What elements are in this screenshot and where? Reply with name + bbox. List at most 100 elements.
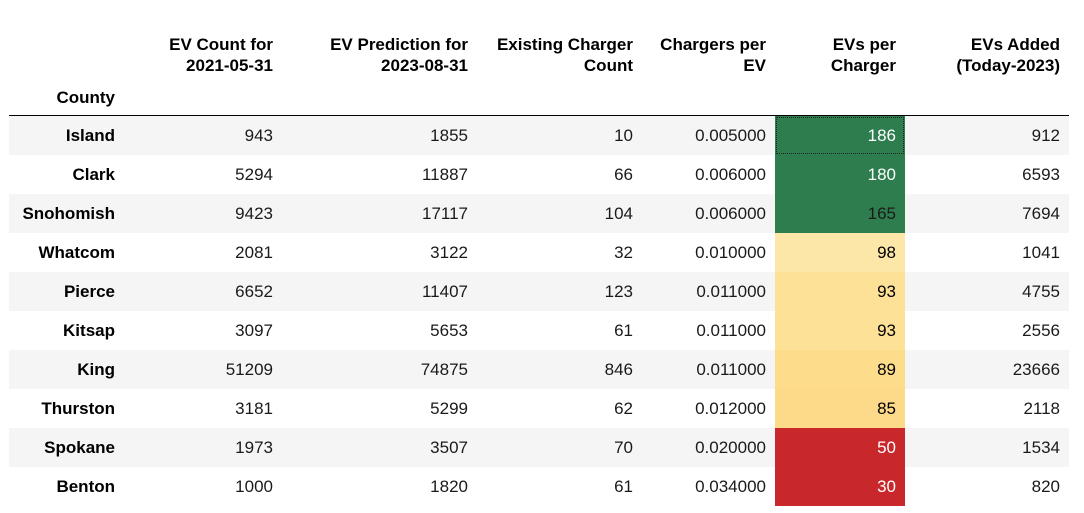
ev-prediction-cell: 5653 <box>430 320 468 340</box>
evs-per-charger-cell: 85 <box>775 389 905 428</box>
evs-added-cell: 4755 <box>905 272 1069 311</box>
table-row: Clark 5294 11887 66 0.006000 180 6593 <box>9 155 1069 194</box>
charger-count-cell: 61 <box>614 320 633 340</box>
header-line: EV Prediction for <box>330 35 468 54</box>
evs-added-cell: 820 <box>1031 476 1060 496</box>
county-index-cell: Kitsap <box>63 320 115 340</box>
header-line: 2023-08-31 <box>381 56 468 75</box>
ev-prediction-cell: 3122 <box>430 242 468 262</box>
column-header-ev-prediction: EV Prediction for 2023-08-31 <box>282 14 477 81</box>
header-line: Existing Charger <box>496 35 633 54</box>
column-header-evs-added: EVs Added (Today-2023) <box>905 14 1069 81</box>
chargers-per-ev-cell: 0.034000 <box>695 476 766 496</box>
evs-per-charger-cell: 186 <box>775 115 905 155</box>
evs-per-charger-cell: 50 <box>775 428 905 467</box>
column-header-chargers-per-ev: Chargers per EV <box>642 14 775 81</box>
ev-count-cell: 51209 <box>124 350 282 389</box>
county-index-cell: Pierce <box>9 272 124 311</box>
charger-count-cell: 32 <box>614 242 633 262</box>
header-line: EVs per <box>832 35 896 54</box>
evs-per-charger-cell: 180 <box>775 155 905 194</box>
chargers-per-ev-cell: 0.005000 <box>642 115 775 155</box>
header-line: EVs Added <box>970 35 1060 54</box>
table-row: Whatcom 2081 3122 32 0.010000 98 1041 <box>9 233 1069 272</box>
charger-count-cell: 846 <box>477 350 642 389</box>
index-name-row: County <box>9 81 1069 116</box>
column-header-ev-count: EV Count for 2021-05-31 <box>124 14 282 81</box>
blank-header-cell <box>282 81 477 116</box>
table-body: Island 943 1855 10 0.005000 186 912 Clark 5294 11… <box>9 115 1069 506</box>
county-index-cell: Spokane <box>9 428 124 467</box>
charger-count-cell: 10 <box>477 115 642 155</box>
evs-per-charger-cell: 93 <box>775 272 905 311</box>
ev-prediction-cell: 1855 <box>282 115 477 155</box>
header-line: Chargers per <box>660 35 766 54</box>
evs-added-cell: 2556 <box>1022 320 1060 340</box>
chargers-per-ev-cell: 0.020000 <box>642 428 775 467</box>
county-index-cell: Island <box>9 115 124 155</box>
county-index-cell: Snohomish <box>9 194 124 233</box>
evs-added-cell: 7694 <box>905 194 1069 233</box>
blank-header-cell <box>905 81 1069 116</box>
blank-header-cell <box>9 14 124 81</box>
ev-count-cell: 1000 <box>235 476 273 496</box>
evs-added-cell: 6593 <box>1022 164 1060 184</box>
ev-prediction-cell: 11407 <box>282 272 477 311</box>
chargers-per-ev-cell: 0.012000 <box>695 398 766 418</box>
table-header: EV Count for 2021-05-31 EV Prediction for… <box>9 14 1069 116</box>
evs-per-charger-cell: 165 <box>775 194 905 233</box>
ev-count-cell: 943 <box>124 115 282 155</box>
evs-per-charger-cell: 30 <box>775 467 905 506</box>
header-line: (Today-2023) <box>956 56 1060 75</box>
chargers-per-ev-cell: 0.006000 <box>695 164 766 184</box>
chargers-per-ev-cell: 0.010000 <box>695 242 766 262</box>
column-header-row: EV Count for 2021-05-31 EV Prediction for… <box>9 14 1069 81</box>
county-index-cell: Thurston <box>41 398 115 418</box>
blank-header-cell <box>642 81 775 116</box>
evs-added-cell: 2118 <box>1023 398 1060 418</box>
styled-dataframe-table: EV Count for 2021-05-31 EV Prediction for… <box>9 14 1069 506</box>
charger-count-cell: 61 <box>614 476 633 496</box>
header-line: Charger <box>830 56 896 75</box>
ev-prediction-cell: 74875 <box>282 350 477 389</box>
charger-count-cell: 104 <box>477 194 642 233</box>
county-index-cell: King <box>9 350 124 389</box>
blank-header-cell <box>124 81 282 116</box>
ev-count-cell: 2081 <box>235 242 273 262</box>
header-line: EV Count for <box>169 35 273 54</box>
ev-prediction-cell: 1820 <box>430 476 468 496</box>
chargers-per-ev-cell: 0.011000 <box>696 320 766 340</box>
index-name-label: County <box>9 81 124 116</box>
blank-header-cell <box>477 81 642 116</box>
county-index-cell: Benton <box>56 476 115 496</box>
ev-count-cell: 9423 <box>124 194 282 233</box>
column-header-evs-per-charger: EVs per Charger <box>775 14 905 81</box>
header-line: Count <box>583 56 633 75</box>
ev-count-cell: 6652 <box>124 272 282 311</box>
table-row: Spokane 1973 3507 70 0.020000 50 1534 <box>9 428 1069 467</box>
chargers-per-ev-cell: 0.006000 <box>642 194 775 233</box>
ev-count-cell: 3097 <box>235 320 273 340</box>
ev-prediction-cell: 11887 <box>421 164 468 184</box>
table-row: Island 943 1855 10 0.005000 186 912 <box>9 115 1069 155</box>
chargers-per-ev-cell: 0.011000 <box>642 272 775 311</box>
evs-per-charger-cell: 93 <box>775 311 905 350</box>
ev-prediction-cell: 3507 <box>282 428 477 467</box>
charger-count-cell: 123 <box>477 272 642 311</box>
table-row: Pierce 6652 11407 123 0.011000 93 4755 <box>9 272 1069 311</box>
table-row: Benton 1000 1820 61 0.034000 30 820 <box>9 467 1069 506</box>
charger-count-cell: 62 <box>614 398 633 418</box>
ev-count-cell: 1973 <box>124 428 282 467</box>
column-header-charger-count: Existing Charger Count <box>477 14 642 81</box>
blank-header-cell <box>775 81 905 116</box>
charger-count-cell: 66 <box>614 164 633 184</box>
county-index-cell: Clark <box>72 164 115 184</box>
evs-added-cell: 1534 <box>905 428 1069 467</box>
table-row: Snohomish 9423 17117 104 0.006000 165 7694 <box>9 194 1069 233</box>
county-index-cell: Whatcom <box>38 242 116 262</box>
evs-per-charger-cell: 98 <box>775 233 905 272</box>
table-row: Kitsap 3097 5653 61 0.011000 93 2556 <box>9 311 1069 350</box>
table-row: Thurston 3181 5299 62 0.012000 85 2118 <box>9 389 1069 428</box>
header-line: EV <box>743 56 766 75</box>
chargers-per-ev-cell: 0.011000 <box>642 350 775 389</box>
